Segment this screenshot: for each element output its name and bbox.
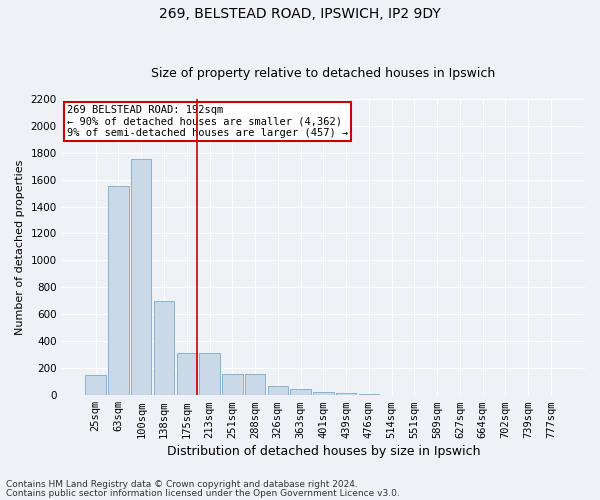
X-axis label: Distribution of detached houses by size in Ipswich: Distribution of detached houses by size …: [167, 444, 480, 458]
Bar: [245, 374, 265, 395]
Bar: [382, 394, 402, 395]
Bar: [154, 301, 174, 395]
Bar: [359, 394, 379, 395]
Bar: [313, 392, 334, 395]
Bar: [85, 375, 106, 395]
Text: Contains public sector information licensed under the Open Government Licence v3: Contains public sector information licen…: [6, 488, 400, 498]
Text: 269, BELSTEAD ROAD, IPSWICH, IP2 9DY: 269, BELSTEAD ROAD, IPSWICH, IP2 9DY: [159, 8, 441, 22]
Bar: [176, 354, 197, 395]
Bar: [336, 393, 356, 395]
Bar: [222, 374, 242, 395]
Text: Contains HM Land Registry data © Crown copyright and database right 2024.: Contains HM Land Registry data © Crown c…: [6, 480, 358, 489]
Text: 269 BELSTEAD ROAD: 192sqm
← 90% of detached houses are smaller (4,362)
9% of sem: 269 BELSTEAD ROAD: 192sqm ← 90% of detac…: [67, 104, 348, 138]
Bar: [131, 160, 151, 395]
Bar: [199, 354, 220, 395]
Title: Size of property relative to detached houses in Ipswich: Size of property relative to detached ho…: [151, 66, 496, 80]
Y-axis label: Number of detached properties: Number of detached properties: [15, 160, 25, 334]
Bar: [290, 389, 311, 395]
Bar: [108, 186, 129, 395]
Bar: [268, 386, 288, 395]
